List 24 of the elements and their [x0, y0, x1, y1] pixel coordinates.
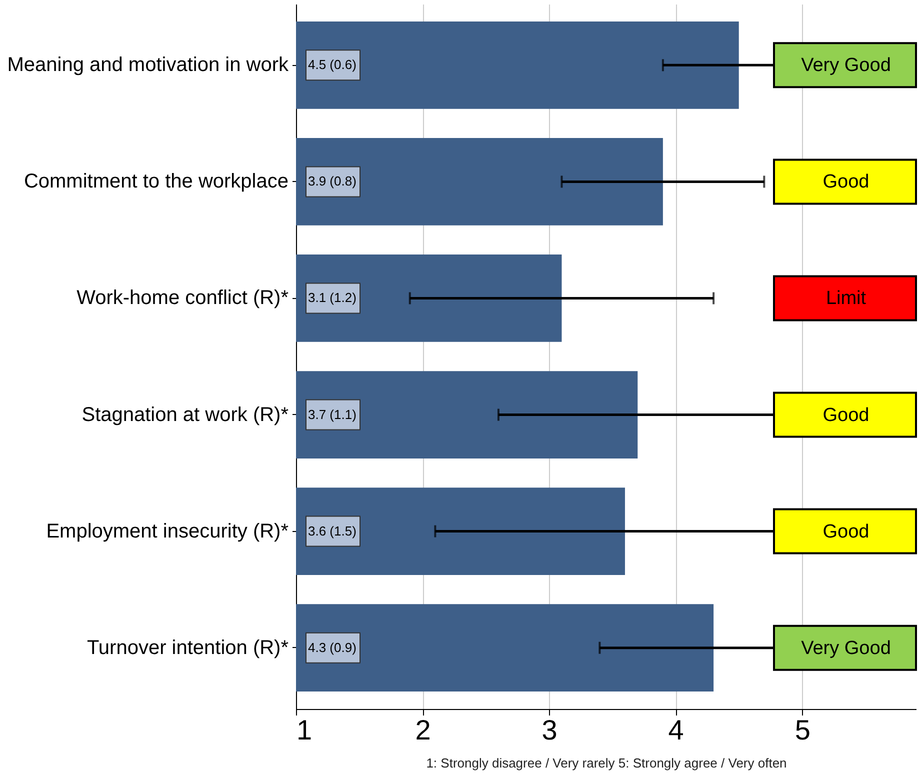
- x-tick-label: 3: [542, 714, 558, 746]
- y-tick-label: Employment insecurity (R)*: [46, 520, 289, 542]
- x-axis-title: 1: Strongly disagree / Very rarely 5: Strongly agree / Very often: [426, 756, 787, 770]
- annotation: Limit: [826, 288, 867, 310]
- data-label: 3.9 (0.8): [308, 174, 356, 189]
- x-tick-label: 4: [668, 714, 684, 746]
- data-label: 3.6 (1.5): [308, 523, 356, 538]
- data-label: 4.3 (0.9): [308, 640, 356, 655]
- x-tick-label: 1: [296, 714, 312, 746]
- data-label: 4.5 (0.6): [308, 57, 356, 72]
- data-label: 3.7 (1.1): [308, 406, 356, 422]
- y-tick-label: Commitment to the workplace: [24, 170, 288, 193]
- annotation: Very Good: [801, 638, 891, 659]
- x-tick-label: 5: [794, 714, 810, 746]
- data-label: 3.1 (1.2): [308, 290, 356, 306]
- y-tick-label: Meaning and motivation in work: [7, 54, 290, 76]
- annotation: Good: [822, 404, 870, 426]
- annotation: Good: [822, 172, 870, 193]
- y-tick-label: Stagnation at work (R)*: [82, 404, 289, 426]
- y-tick-label: Turnover intention (R)*: [86, 636, 289, 659]
- annotation: Very Good: [801, 55, 891, 76]
- y-tick-label: Work-home conflict (R)*: [76, 287, 289, 310]
- annotation: Good: [822, 521, 870, 542]
- x-tick-label: 2: [415, 714, 431, 746]
